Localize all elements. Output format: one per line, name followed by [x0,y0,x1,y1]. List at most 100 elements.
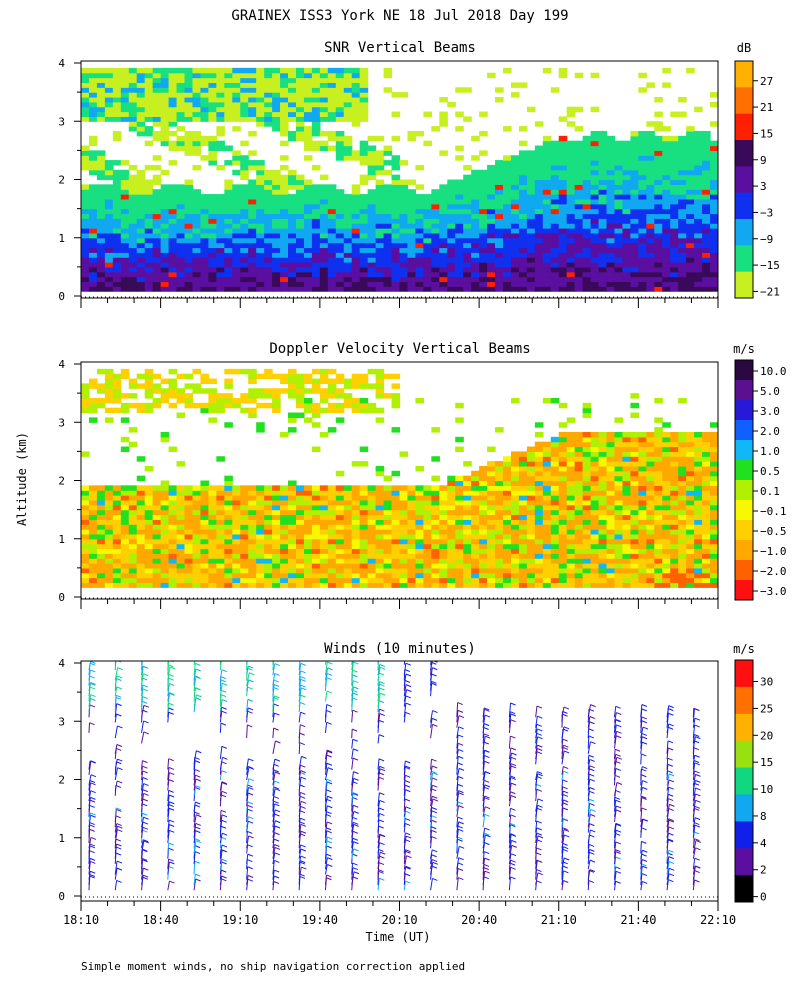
doppler-cell [136,504,146,511]
doppler-cell [351,572,361,579]
doppler-cell [598,456,608,462]
doppler-cell [662,509,671,516]
doppler-cell [558,504,568,511]
doppler-cell [319,533,329,540]
snr-cell [431,262,440,268]
snr-cell [399,247,409,253]
doppler-cell [383,567,393,574]
snr-cell [590,72,600,79]
colorbar-label: 15 [760,127,773,140]
snr-cell [88,72,98,79]
doppler-cell [415,495,424,501]
snr-cell [702,198,711,205]
doppler-cell [327,407,337,414]
snr-cell [343,286,353,292]
doppler-cell [510,465,520,472]
snr-cell [216,237,225,244]
snr-cell [662,242,671,249]
snr-cell [542,242,552,249]
snr-cell [614,203,624,210]
snr-cell [216,111,225,117]
snr-cell [280,242,289,249]
snr-cell [503,208,512,215]
doppler-cell [367,538,377,545]
doppler-cell [256,509,265,516]
snr-cell [566,237,576,244]
doppler-cell [574,553,584,559]
doppler-cell [534,529,544,535]
snr-cell [208,262,217,268]
snr-cell [439,96,448,103]
snr-cell [232,169,241,176]
doppler-cell [510,470,520,477]
snr-cell [176,286,186,292]
snr-cell [128,286,138,292]
doppler-cell [598,563,608,569]
doppler-cell [678,577,687,584]
doppler-cell [630,499,639,506]
snr-cell [487,286,496,292]
snr-cell [359,232,369,239]
snr-cell [359,87,369,93]
snr-cell [415,276,424,283]
doppler-cell [622,538,632,545]
snr-cell [375,198,385,205]
snr-cell [303,208,313,215]
doppler-cell [455,543,464,550]
snr-cell [598,130,608,137]
snr-cell [646,203,655,210]
snr-cell [264,213,273,219]
snr-cell [407,228,417,234]
snr-cell [240,174,249,181]
snr-cell [176,208,186,215]
snr-cell [638,184,647,190]
snr-cell [550,242,560,249]
doppler-cell [232,397,241,404]
snr-cell [104,232,114,239]
doppler-cell [534,480,544,486]
snr-cell [367,252,377,258]
snr-cell [81,262,90,268]
doppler-cell [168,567,178,574]
snr-cell [694,169,703,176]
snr-cell [319,257,329,263]
doppler-cell [495,504,504,511]
doppler-cell [375,533,385,540]
snr-cell [439,271,448,278]
snr-cell [487,218,496,224]
snr-cell [256,67,265,74]
snr-cell [295,281,305,287]
doppler-cell [311,558,321,564]
doppler-cell [81,393,90,399]
snr-cell [630,203,639,210]
doppler-cell [200,495,209,501]
snr-cell [510,169,520,176]
snr-cell [327,67,337,74]
doppler-cell [327,402,337,409]
snr-cell [702,247,711,253]
snr-cell [614,252,624,258]
doppler-cell [391,383,401,389]
doppler-cell [495,538,504,545]
doppler-cell [654,446,663,452]
snr-cell [582,228,592,234]
snr-cell [399,194,409,200]
snr-cell [710,237,718,244]
doppler-cell [88,378,98,385]
snr-cell [702,179,711,185]
doppler-cell [534,553,544,559]
doppler-cell [638,572,647,579]
doppler-cell [447,475,456,482]
snr-cell [566,228,576,234]
doppler-cell [574,563,584,569]
doppler-cell [343,553,353,559]
snr-cell [670,266,679,273]
snr-cell [351,155,361,161]
snr-cell [399,281,409,287]
doppler-cell [630,538,639,545]
doppler-cell [510,456,520,462]
snr-cell [295,242,305,249]
snr-cell [319,87,329,93]
doppler-cell [638,548,647,554]
snr-cell [216,87,225,93]
